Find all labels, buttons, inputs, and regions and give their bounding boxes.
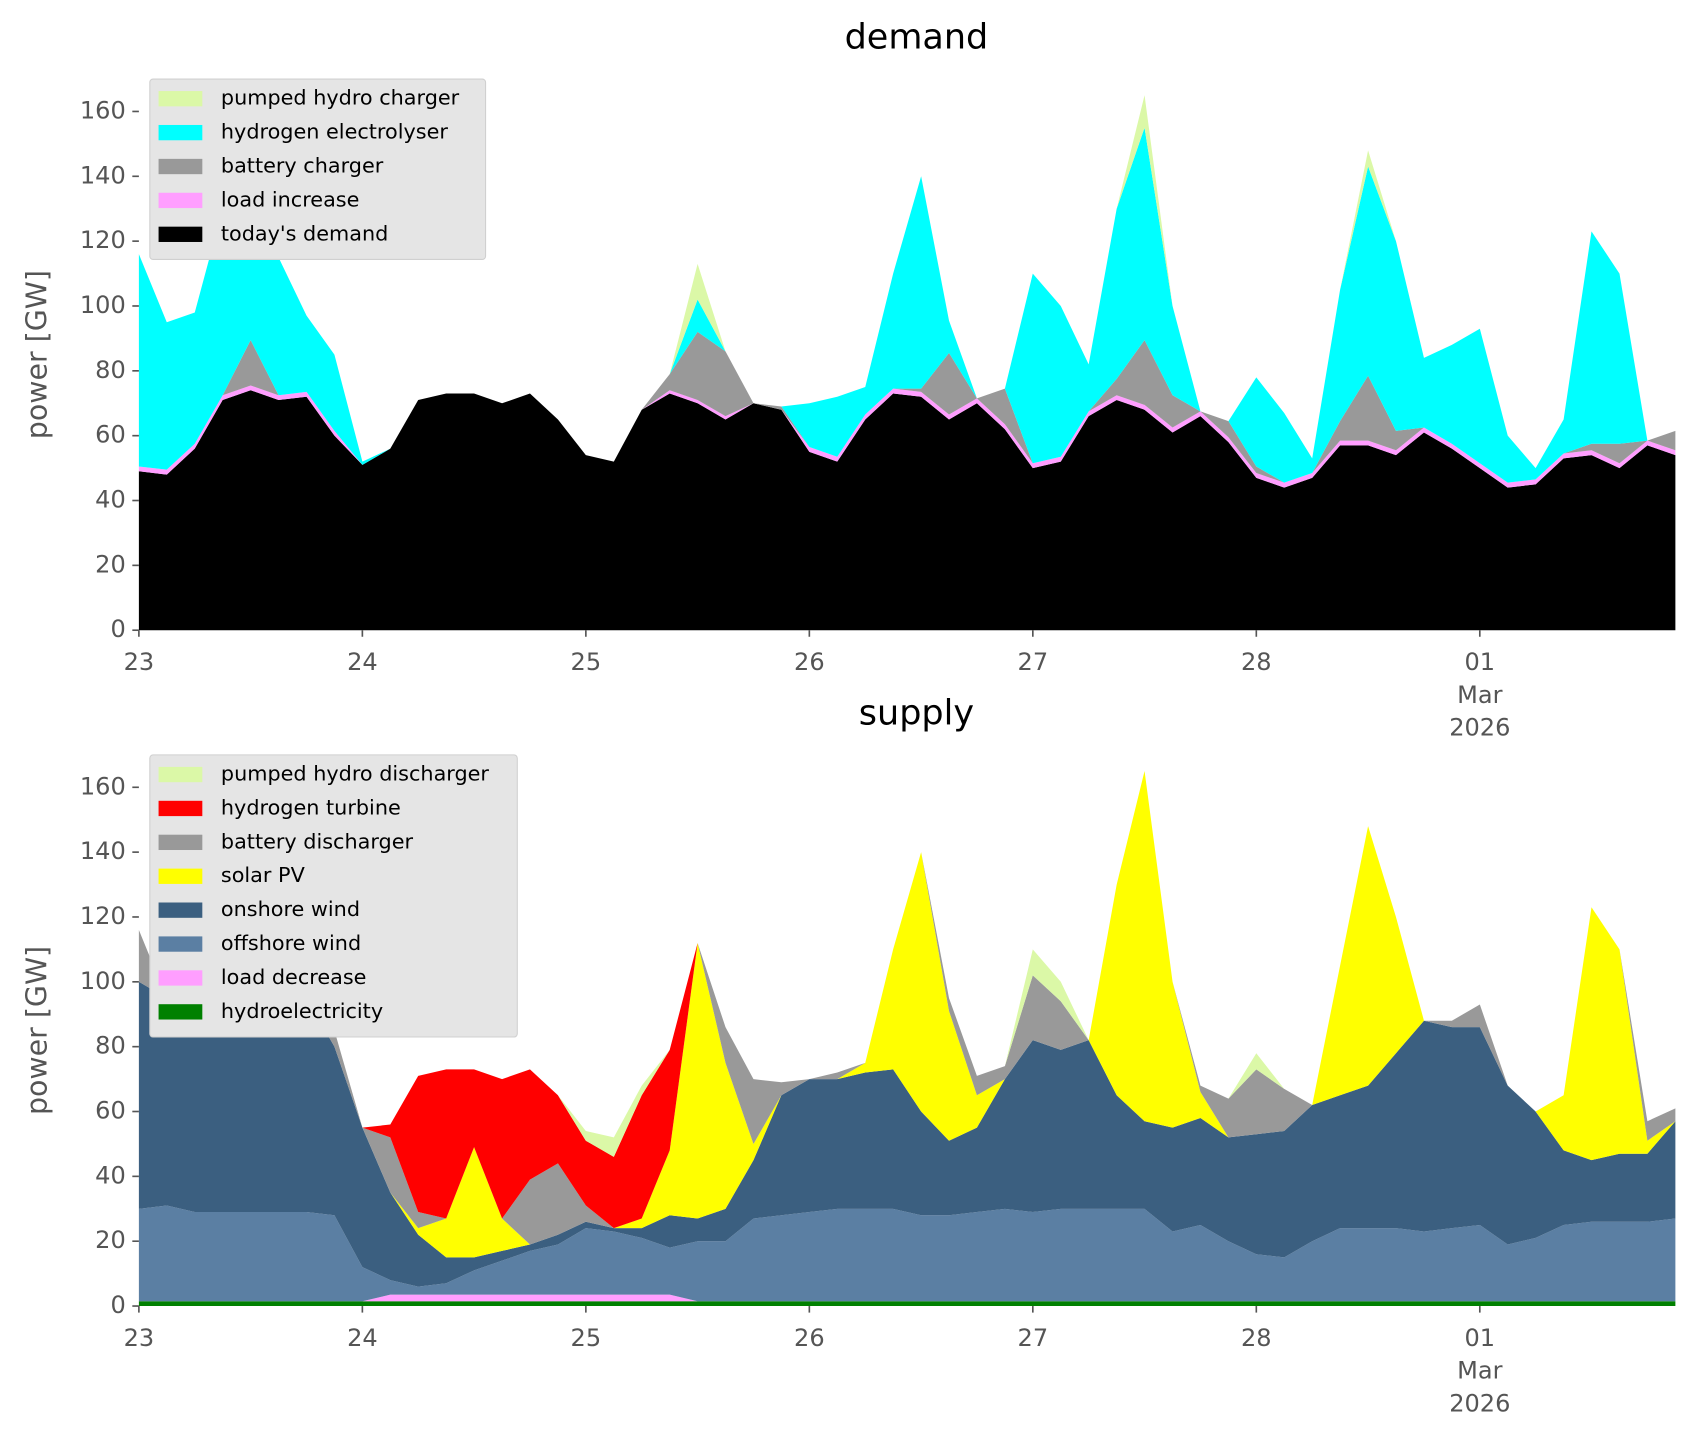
legend-swatch (158, 91, 203, 107)
legend-text: load decrease (221, 965, 367, 989)
y-tick-label: 100 (80, 291, 126, 319)
x-tick-label: 26 (794, 1324, 825, 1352)
legend-swatch (158, 158, 203, 175)
x-tick-label: 25 (571, 648, 602, 676)
area (138, 390, 1676, 631)
area (138, 771, 1676, 1229)
y-tick-label: 120 (80, 226, 126, 254)
legend-text: hydrogen turbine (221, 795, 401, 819)
legend: pumped hydro charger hydrogen electrolyse… (149, 78, 487, 261)
y-tick-label: 140 (80, 837, 126, 865)
x-tick-label: 23 (124, 1324, 155, 1352)
area (138, 385, 1676, 488)
y-tick-label: 80 (95, 356, 126, 384)
y-axis-label: power [GW] (20, 946, 53, 1115)
y-tick-label: 140 (80, 161, 126, 189)
legend-text: hydrogen electrolyser (221, 120, 448, 144)
legend-swatch (158, 124, 203, 141)
legend-swatch (158, 868, 203, 884)
legend-text: battery discharger (221, 829, 414, 853)
legend-text: today's demand (221, 221, 388, 245)
y-axis-label: power [GW] (20, 270, 53, 439)
legend-swatch (158, 902, 203, 918)
legend-text: load increase (221, 187, 360, 211)
y-tick-label: 160 (80, 96, 126, 124)
area (138, 1205, 1676, 1302)
legend-text: pumped hydro charger (221, 86, 460, 110)
legend-text: pumped hydro discharger (221, 762, 490, 786)
area (138, 127, 1676, 483)
legend-swatch (158, 800, 203, 817)
x-tick-label: 27 (1018, 648, 1049, 676)
x-tick-label: 28 (1241, 1324, 1272, 1352)
area (138, 955, 1676, 1287)
y-tick-label: 0 (110, 615, 125, 643)
legend-box (149, 754, 518, 1038)
area (138, 1301, 1676, 1307)
legend-text: hydroelectricity (221, 999, 383, 1023)
y-tick-label: 120 (80, 902, 126, 930)
legend-text: onshore wind (221, 897, 360, 921)
y-tick-label: 20 (95, 550, 126, 578)
x-tick-label: 01 Mar 2026 (1449, 1324, 1510, 1418)
x-tick-label: 25 (571, 1324, 602, 1352)
y-tick-label: 40 (95, 1161, 126, 1189)
area (138, 1294, 1676, 1302)
x-tick-label: 27 (1018, 1324, 1049, 1352)
y-tick-label: 160 (80, 772, 126, 800)
x-tick-label: 24 (347, 648, 378, 676)
chart-title: demand (845, 18, 989, 58)
legend-swatch (158, 226, 203, 242)
x-tick-label: 24 (347, 1324, 378, 1352)
area (138, 771, 1676, 1258)
x-tick-label: 26 (794, 648, 825, 676)
legend: pumped hydro discharger hydrogen turbine b… (149, 754, 518, 1038)
y-tick-label: 40 (95, 486, 126, 514)
x-tick-label: 23 (124, 648, 155, 676)
legend-text: battery charger (221, 154, 384, 178)
legend-swatch (158, 192, 203, 209)
area (138, 331, 1676, 483)
legend-swatch (158, 1004, 203, 1020)
x-tick-label: 01 Mar 2026 (1449, 648, 1510, 742)
y-tick-label: 0 (110, 1291, 125, 1319)
legend-text: solar PV (221, 863, 306, 887)
y-tick-label: 80 (95, 1032, 126, 1060)
legend-swatch (158, 766, 203, 783)
legend-swatch (158, 970, 203, 986)
y-tick-label: 100 (80, 967, 126, 995)
legend-box (149, 78, 487, 261)
legend-swatch (158, 834, 203, 851)
legend-text: offshore wind (221, 931, 361, 955)
x-tick-label: 28 (1241, 648, 1272, 676)
chart-title: supply (859, 693, 974, 733)
y-tick-label: 60 (95, 1097, 126, 1125)
legend-swatch (158, 936, 203, 952)
y-tick-label: 60 (95, 421, 126, 449)
y-tick-label: 20 (95, 1226, 126, 1254)
